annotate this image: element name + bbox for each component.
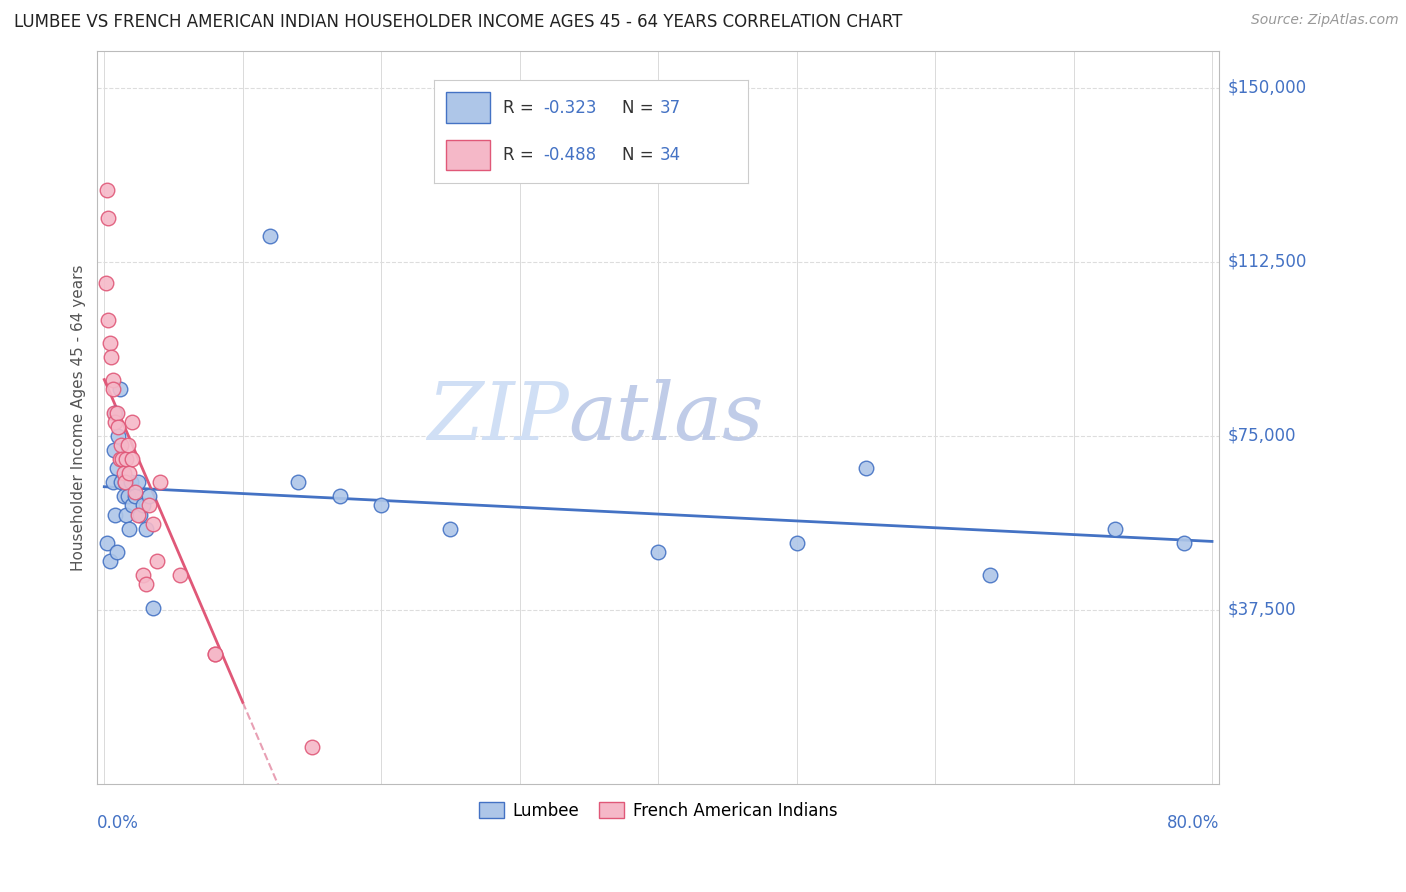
Point [439, 522, 461, 536]
Point [138, 489, 160, 503]
Point [108, 452, 131, 467]
Point [146, 554, 169, 568]
Point [112, 489, 135, 503]
Point [105, 406, 128, 420]
Point [117, 438, 139, 452]
Point [287, 475, 309, 490]
Point [118, 522, 141, 536]
Point [110, 438, 132, 452]
Text: $37,500: $37,500 [1227, 601, 1296, 619]
Text: ZIP: ZIP [426, 378, 568, 456]
Point [107, 419, 129, 434]
Point [120, 475, 142, 490]
Point [104, 508, 127, 522]
Text: $112,500: $112,500 [1227, 252, 1306, 271]
Point [135, 522, 157, 536]
Point [118, 466, 141, 480]
Point [138, 499, 160, 513]
Point [105, 545, 128, 559]
Point [121, 452, 143, 467]
Point [301, 739, 323, 754]
Point [149, 475, 172, 490]
Point [370, 499, 392, 513]
Point [204, 647, 226, 661]
Point [115, 508, 138, 522]
Point [96, 535, 118, 549]
Point [111, 452, 134, 467]
Point [104, 406, 127, 420]
Text: LUMBEE VS FRENCH AMERICAN INDIAN HOUSEHOLDER INCOME AGES 45 - 64 YEARS CORRELATI: LUMBEE VS FRENCH AMERICAN INDIAN HOUSEHO… [14, 13, 903, 31]
Point [114, 475, 136, 490]
Point [142, 516, 165, 531]
Point [127, 475, 149, 490]
Point [129, 508, 152, 522]
Text: 80.0%: 80.0% [1167, 814, 1219, 832]
Point [855, 461, 877, 475]
Text: Source: ZipAtlas.com: Source: ZipAtlas.com [1251, 13, 1399, 28]
Point [647, 545, 669, 559]
Point [329, 489, 352, 503]
Point [111, 452, 134, 467]
Point [169, 568, 191, 582]
Point [121, 415, 143, 429]
Point [96, 183, 118, 197]
Y-axis label: Householder Income Ages 45 - 64 years: Householder Income Ages 45 - 64 years [72, 264, 86, 571]
Point [127, 508, 149, 522]
Point [107, 429, 129, 443]
Point [259, 229, 281, 244]
Point [103, 442, 125, 457]
Point [115, 452, 138, 467]
Point [117, 489, 139, 503]
Point [105, 461, 128, 475]
Point [121, 499, 143, 513]
Point [97, 313, 120, 327]
Legend: Lumbee, French American Indians: Lumbee, French American Indians [472, 796, 844, 827]
Point [98, 554, 121, 568]
Point [103, 406, 125, 420]
Point [124, 489, 146, 503]
Text: 0.0%: 0.0% [97, 814, 139, 832]
Point [124, 484, 146, 499]
Point [101, 373, 124, 387]
Point [979, 568, 1001, 582]
Point [94, 276, 117, 290]
Point [101, 383, 124, 397]
Text: atlas: atlas [568, 378, 763, 456]
Point [112, 466, 135, 480]
Text: $150,000: $150,000 [1227, 78, 1306, 97]
Point [132, 568, 155, 582]
Point [114, 475, 136, 490]
Point [110, 475, 132, 490]
Point [101, 475, 124, 490]
Point [100, 350, 122, 364]
Point [142, 600, 165, 615]
Point [108, 383, 131, 397]
Point [132, 499, 155, 513]
Text: $75,000: $75,000 [1227, 427, 1296, 445]
Point [98, 336, 121, 351]
Point [104, 415, 127, 429]
Point [204, 647, 226, 661]
Point [1173, 535, 1195, 549]
Point [1104, 522, 1126, 536]
Point [786, 535, 808, 549]
Point [97, 211, 120, 225]
Point [135, 577, 157, 591]
